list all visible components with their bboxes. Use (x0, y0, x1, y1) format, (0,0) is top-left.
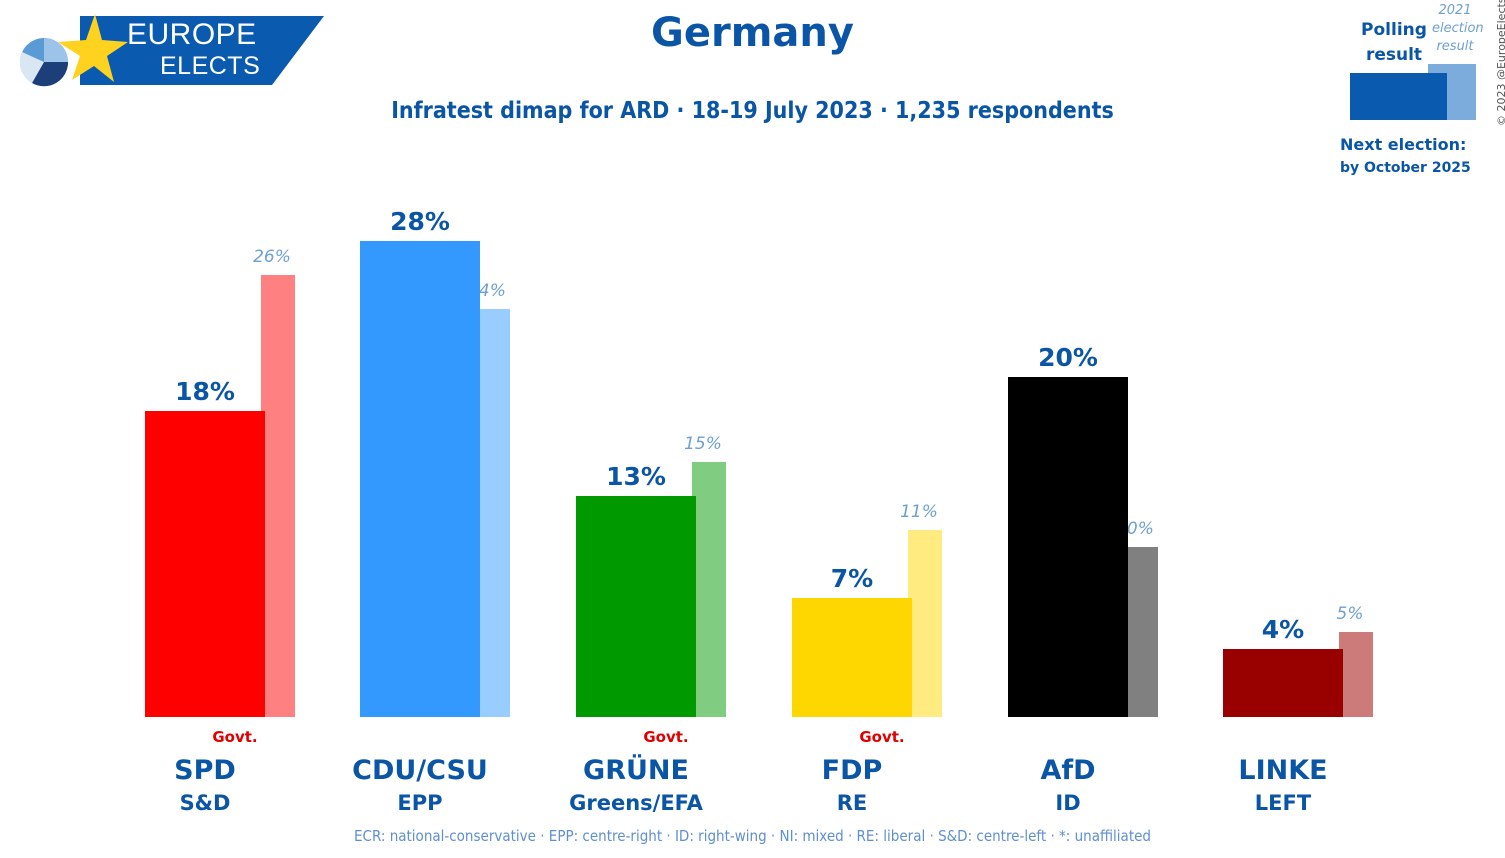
party-group-1: EPP (397, 791, 442, 815)
election-bar-3 (908, 530, 942, 717)
poll-label-5: 4% (1262, 615, 1304, 644)
party-name-5: LINKE (1238, 755, 1327, 786)
poll-bar-2 (576, 496, 696, 717)
brand-name-line2: ELECTS (160, 52, 261, 80)
legend-election-label: 2021 election result (1432, 3, 1484, 54)
election-label-5: 5% (1337, 604, 1364, 624)
party-group-4: ID (1055, 791, 1080, 815)
party-group-3: RE (837, 791, 868, 815)
election-bar-4 (1124, 547, 1158, 717)
party-name-3: FDP (822, 755, 883, 786)
party-name-0: SPD (174, 755, 236, 786)
poll-label-3: 7% (831, 564, 873, 593)
govt-label-2: Govt. (643, 728, 688, 746)
chart-subtitle: Infratest dimap for ARD · 18-19 July 202… (391, 98, 1114, 124)
poll-label-4: 20% (1038, 343, 1098, 372)
govt-label-3: Govt. (859, 728, 904, 746)
poll-label-2: 13% (606, 462, 666, 491)
brand-name-line1: EUROPE (127, 18, 257, 51)
europe-elects-logo: EUROPE ELECTS (0, 0, 330, 90)
next-election-label: Next election: (1340, 135, 1467, 154)
footer-legend: ECR: national-conservative · EPP: centre… (354, 827, 1151, 845)
legend-poll-swatch (1350, 73, 1447, 120)
election-label-2: 15% (684, 434, 722, 454)
next-election-date: by October 2025 (1340, 160, 1471, 176)
poll-bar-1 (360, 241, 480, 717)
legend: Polling result 2021 election result Next… (1340, 0, 1505, 190)
election-bar-5 (1339, 632, 1373, 717)
logo-graphic (19, 14, 324, 87)
election-bar-1 (476, 309, 510, 717)
poll-bar-4 (1008, 377, 1128, 717)
election-label-0: 26% (253, 247, 291, 267)
election-bar-0 (261, 275, 295, 717)
election-bar-2 (692, 462, 726, 717)
election-label-3: 11% (900, 502, 938, 522)
poll-label-0: 18% (175, 377, 235, 406)
chart-title: Germany (651, 10, 854, 56)
govt-label-0: Govt. (212, 728, 257, 746)
party-group-0: S&D (180, 791, 231, 815)
party-group-2: Greens/EFA (569, 791, 703, 815)
poll-bar-0 (145, 411, 265, 717)
party-name-1: CDU/CSU (352, 755, 488, 786)
poll-label-1: 28% (390, 207, 450, 236)
legend-poll-label: Polling result (1361, 20, 1427, 65)
poll-bar-5 (1223, 649, 1343, 717)
poll-bar-3 (792, 598, 912, 717)
party-name-2: GRÜNE (583, 753, 689, 786)
party-group-5: LEFT (1255, 791, 1312, 815)
party-name-4: AfD (1040, 755, 1095, 786)
